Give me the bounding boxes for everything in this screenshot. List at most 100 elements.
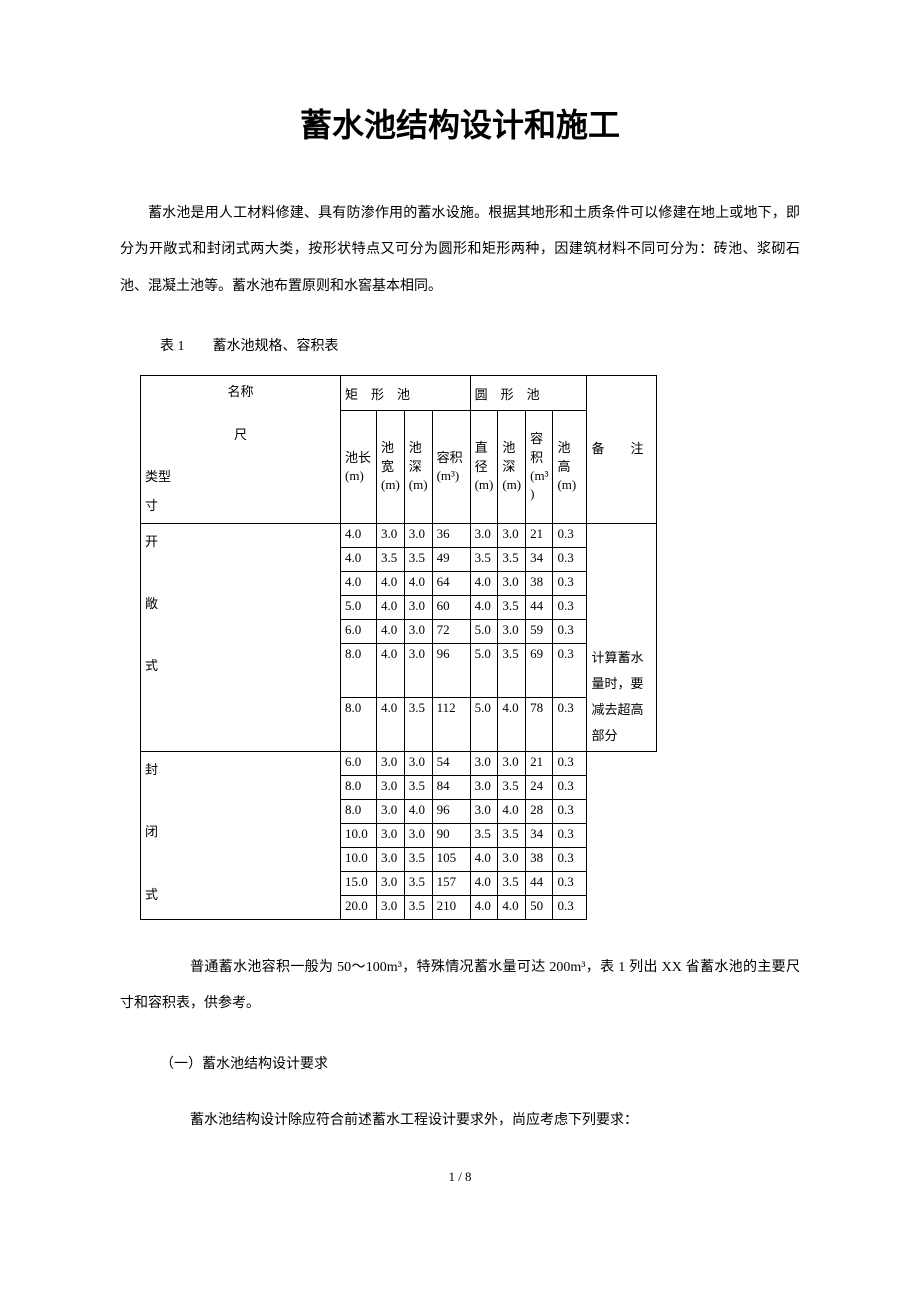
- data-cell: 8.0: [341, 643, 377, 697]
- data-cell: 3.5: [498, 595, 526, 619]
- data-cell: 8.0: [341, 697, 377, 751]
- data-cell: 3.0: [404, 523, 432, 547]
- data-cell: 59: [526, 619, 553, 643]
- data-cell: 0.3: [553, 697, 587, 751]
- data-cell: 105: [432, 848, 470, 872]
- data-cell: 3.0: [377, 523, 405, 547]
- data-cell: 210: [432, 896, 470, 920]
- type-closed-label: 封 闭 式: [141, 752, 341, 920]
- data-cell: 3.5: [404, 872, 432, 896]
- data-cell: 3.0: [404, 824, 432, 848]
- data-cell: 0.3: [553, 872, 587, 896]
- data-cell: 3.0: [498, 523, 526, 547]
- data-cell: 3.0: [377, 800, 405, 824]
- data-cell: 24: [526, 776, 553, 800]
- section-heading: （一）蓄水池结构设计要求: [160, 1053, 800, 1073]
- data-cell: 6.0: [341, 619, 377, 643]
- data-cell: 3.5: [470, 824, 498, 848]
- data-cell: 38: [526, 571, 553, 595]
- remark-header: 备 注: [587, 376, 657, 523]
- table-caption: 表 1 蓄水池规格、容积表: [160, 335, 800, 355]
- data-cell: 64: [432, 571, 470, 595]
- data-cell: 5.0: [470, 697, 498, 751]
- circ-header: 圆 形 池: [470, 376, 587, 411]
- data-cell: 36: [432, 523, 470, 547]
- data-cell: 0.3: [553, 523, 587, 547]
- data-cell: 4.0: [404, 571, 432, 595]
- col-circ-dep: 池 深 (m): [498, 410, 526, 523]
- data-cell: 4.0: [470, 571, 498, 595]
- data-cell: 3.0: [498, 848, 526, 872]
- data-cell: 3.0: [377, 848, 405, 872]
- data-cell: 3.0: [377, 872, 405, 896]
- data-cell: 21: [526, 523, 553, 547]
- data-cell: 4.0: [470, 595, 498, 619]
- data-cell: 4.0: [377, 643, 405, 697]
- data-cell: 34: [526, 547, 553, 571]
- data-cell: 0.3: [553, 547, 587, 571]
- data-cell: 0.3: [553, 776, 587, 800]
- rect-header: 矩 形 池: [341, 376, 471, 411]
- remark-text: 计算蓄水 量时，要 减去超高 部分: [587, 643, 657, 752]
- data-cell: 96: [432, 643, 470, 697]
- table-row: 开 敞 式4.03.03.0363.03.0210.3: [141, 523, 657, 547]
- data-cell: 5.0: [470, 643, 498, 697]
- data-cell: 112: [432, 697, 470, 751]
- data-cell: 4.0: [498, 800, 526, 824]
- data-cell: 20.0: [341, 896, 377, 920]
- data-cell: 4.0: [377, 571, 405, 595]
- data-cell: 38: [526, 848, 553, 872]
- data-cell: 44: [526, 872, 553, 896]
- data-cell: 96: [432, 800, 470, 824]
- data-cell: 50: [526, 896, 553, 920]
- data-cell: 3.5: [498, 872, 526, 896]
- after-table-paragraph: 普通蓄水池容积一般为 50～100m³，特殊情况蓄水量可达 200m³，表 1 …: [120, 950, 800, 1023]
- data-cell: 0.3: [553, 619, 587, 643]
- data-cell: 4.0: [377, 619, 405, 643]
- data-cell: 0.3: [553, 824, 587, 848]
- col-circ-vol: 容 积 (m³ ): [526, 410, 553, 523]
- data-cell: 10.0: [341, 824, 377, 848]
- data-cell: 8.0: [341, 776, 377, 800]
- data-cell: 3.5: [404, 896, 432, 920]
- data-cell: 5.0: [341, 595, 377, 619]
- data-cell: 3.0: [404, 595, 432, 619]
- data-cell: 78: [526, 697, 553, 751]
- data-cell: 54: [432, 752, 470, 776]
- data-cell: 3.0: [377, 752, 405, 776]
- data-cell: 3.0: [377, 824, 405, 848]
- data-cell: 8.0: [341, 800, 377, 824]
- data-cell: 3.0: [377, 896, 405, 920]
- data-cell: 157: [432, 872, 470, 896]
- data-cell: 84: [432, 776, 470, 800]
- data-cell: 60: [432, 595, 470, 619]
- data-cell: 90: [432, 824, 470, 848]
- data-cell: 3.0: [498, 619, 526, 643]
- data-cell: 4.0: [470, 872, 498, 896]
- data-cell: 3.5: [404, 547, 432, 571]
- section-body: 蓄水池结构设计除应符合前述蓄水工程设计要求外，尚应考虑下列要求：: [120, 1103, 800, 1139]
- data-cell: 0.3: [553, 752, 587, 776]
- data-cell: 0.3: [553, 643, 587, 697]
- col-rect-dep: 池 深 (m): [404, 410, 432, 523]
- data-cell: 72: [432, 619, 470, 643]
- data-cell: 0.3: [553, 800, 587, 824]
- data-cell: 6.0: [341, 752, 377, 776]
- col-circ-dia: 直 径 (m): [470, 410, 498, 523]
- data-cell: 15.0: [341, 872, 377, 896]
- name-header: 名称 尺 类型 寸: [141, 376, 341, 523]
- data-cell: 10.0: [341, 848, 377, 872]
- data-cell: 3.0: [377, 776, 405, 800]
- data-cell: 3.0: [404, 643, 432, 697]
- data-cell: 5.0: [470, 619, 498, 643]
- type-open-label: 开 敞 式: [141, 523, 341, 752]
- data-cell: 3.0: [470, 752, 498, 776]
- data-cell: 3.0: [404, 752, 432, 776]
- data-cell: 3.5: [498, 776, 526, 800]
- data-cell: 4.0: [498, 697, 526, 751]
- intro-paragraph: 蓄水池是用人工材料修建、具有防渗作用的蓄水设施。根据其地形和土质条件可以修建在地…: [120, 196, 800, 305]
- data-cell: 3.5: [404, 776, 432, 800]
- col-circ-hei: 池高 (m): [553, 410, 587, 523]
- data-cell: 0.3: [553, 571, 587, 595]
- data-cell: 3.0: [470, 776, 498, 800]
